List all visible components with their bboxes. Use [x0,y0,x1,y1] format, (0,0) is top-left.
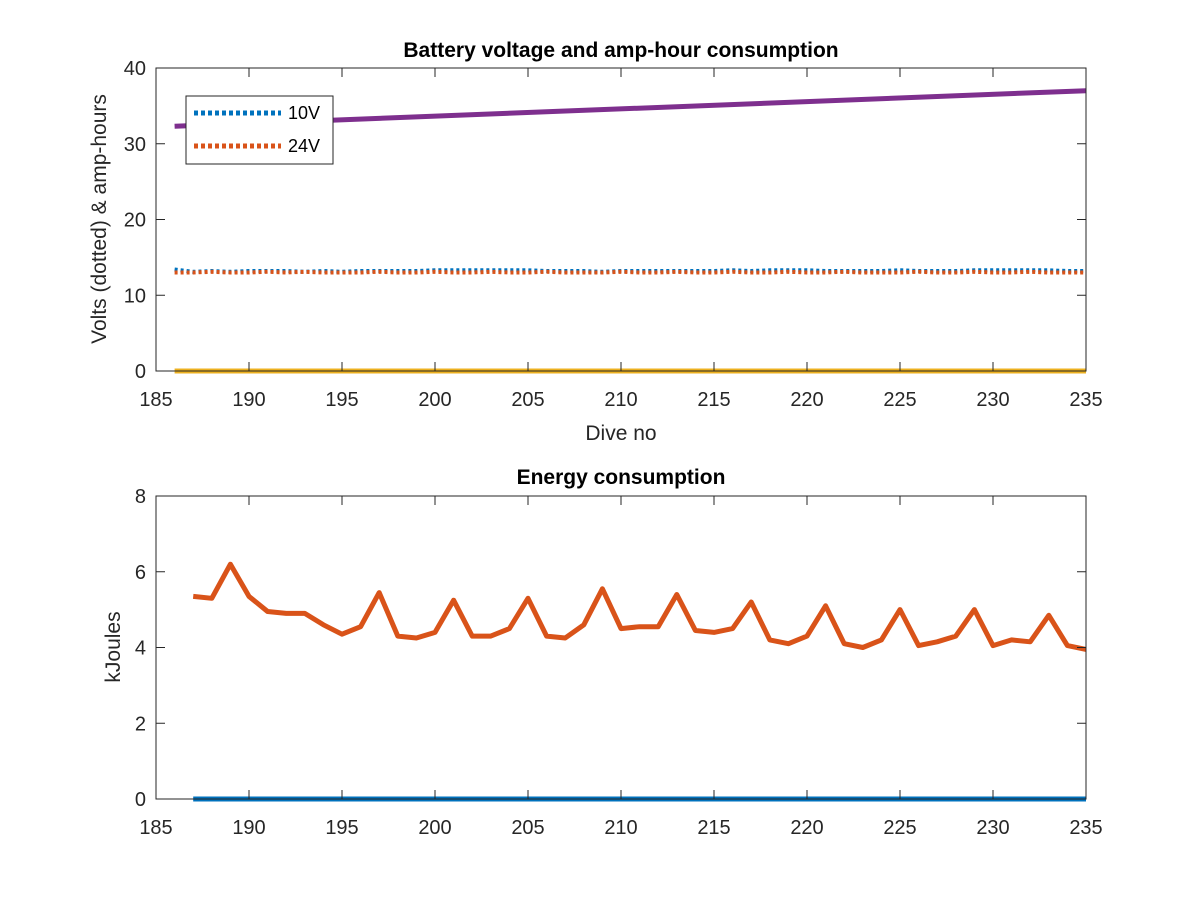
y-tick-label: 30 [124,134,146,156]
series-line-0 [192,561,1087,652]
x-tick-label: 205 [511,389,544,411]
y-tick-label: 20 [124,210,146,232]
legend-label-24v: 24V [288,136,320,156]
y-tick-label: 4 [135,638,146,660]
x-tick-label: 220 [790,389,823,411]
x-tick-label: 230 [976,817,1009,839]
x-tick-label: 220 [790,817,823,839]
battery-voltage-chart: Battery voltage and amp-hour consumption… [88,39,1103,445]
chart-title: Energy consumption [517,466,726,489]
x-tick-label: 225 [883,817,916,839]
y-tick-label: 0 [135,361,146,383]
y-axis-ticks: 0 10 20 30 40 [124,58,1086,383]
legend-label-10v: 10V [288,103,320,123]
energy-consumption-chart: Energy consumption 185 190 195 200 205 210 215… [102,466,1103,839]
legend-box [185,95,334,165]
x-tick-label: 185 [139,817,172,839]
x-axis-ticks: 185 190 195 200 205 210 215 220 225 230 235 [139,68,1103,411]
x-tick-label: 215 [697,817,730,839]
x-tick-label: 235 [1069,817,1102,839]
x-tick-label: 215 [697,389,730,411]
y-axis-label: Volts (dotted) & amp-hours [88,94,111,344]
y-tick-label: 10 [124,285,146,307]
x-axis-label: Dive no [585,422,656,445]
y-axis-ticks: 0 2 4 6 8 [135,486,1086,811]
x-tick-label: 200 [418,389,451,411]
legend: 10V 24V [185,95,334,165]
x-tick-label: 235 [1069,389,1102,411]
y-tick-label: 8 [135,486,146,508]
x-tick-label: 195 [325,389,358,411]
chart-title: Battery voltage and amp-hour consumption [403,39,838,62]
x-tick-label: 205 [511,817,544,839]
x-tick-label: 195 [325,817,358,839]
series-group [192,561,1087,802]
x-tick-label: 190 [232,817,265,839]
x-tick-label: 225 [883,389,916,411]
y-tick-label: 0 [135,789,146,811]
x-tick-label: 230 [976,389,1009,411]
y-tick-label: 2 [135,713,146,735]
y-tick-label: 40 [124,58,146,80]
series-line-24v [174,269,1086,275]
y-tick-label: 6 [135,562,146,584]
x-tick-label: 210 [604,817,637,839]
y-axis-label: kJoules [102,611,125,682]
x-tick-label: 200 [418,817,451,839]
x-tick-label: 210 [604,389,637,411]
x-axis-ticks: 185 190 195 200 205 210 215 220 225 230 235 [139,496,1103,839]
plot-frame [155,495,1087,800]
x-tick-label: 185 [139,389,172,411]
x-tick-label: 190 [232,389,265,411]
